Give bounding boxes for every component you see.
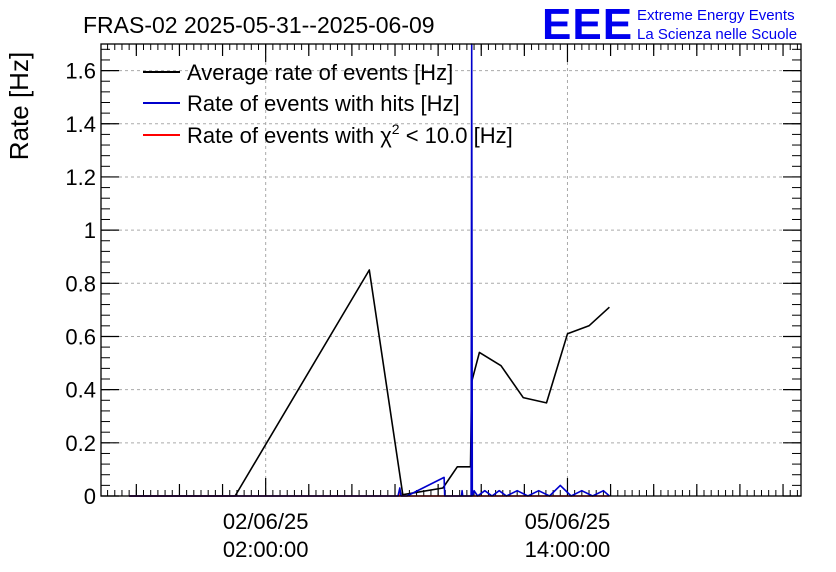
eee-logo-text: EEE <box>542 0 633 49</box>
eee-logo-line2: La Scienza nelle Scuole <box>637 26 797 43</box>
legend-hits-label: Rate of events with hits [Hz] <box>187 91 460 116</box>
y-axis-label: Rate [Hz] <box>4 52 34 160</box>
tick-labels: 0 0.2 0.4 0.6 0.8 1 1.2 1.4 1.6 02/06/25 02:00:00 0… <box>65 59 610 562</box>
x-tick-label-date: 05/06/25 <box>525 509 611 534</box>
plot-frame <box>100 43 802 497</box>
y-tick-label: 1.4 <box>65 112 96 137</box>
y-tick-label: 0.4 <box>65 378 96 403</box>
x-tick-label-time: 02:00:00 <box>223 537 309 562</box>
y-tick-label: 1 <box>84 218 96 243</box>
y-tick-label: 0.6 <box>65 324 96 349</box>
grid-lines <box>101 44 801 496</box>
eee-logo: EEE Extreme Energy Events La Scienza nel… <box>542 0 797 49</box>
x-tick-label-date: 02/06/25 <box>223 509 309 534</box>
series-average-line <box>129 269 610 497</box>
legend-chi2-prefix: Rate of events with <box>187 123 380 148</box>
legend-average-label: Average rate of events [Hz] <box>187 60 453 85</box>
x-tick-label-time: 14:00:00 <box>525 537 611 562</box>
y-tick-label: 0.8 <box>65 271 96 296</box>
legend: Average rate of events [Hz] Rate of even… <box>143 60 513 148</box>
y-tick-label: 1.6 <box>65 59 96 84</box>
legend-chi2-suffix: < 10.0 [Hz] <box>400 123 513 148</box>
legend-chi2-label: Rate of events with χ2 < 10.0 [Hz] <box>187 121 513 148</box>
chart-title: FRAS-02 2025-05-31--2025-06-09 <box>83 12 435 38</box>
y-tick-label: 0 <box>84 484 96 509</box>
axis-ticks <box>101 44 801 497</box>
y-tick-label: 0.2 <box>65 431 96 456</box>
legend-chi2-sup: 2 <box>392 121 400 137</box>
legend-chi2-symbol: χ <box>380 123 392 148</box>
eee-logo-line1: Extreme Energy Events <box>637 7 795 24</box>
y-tick-label: 1.2 <box>65 165 96 190</box>
